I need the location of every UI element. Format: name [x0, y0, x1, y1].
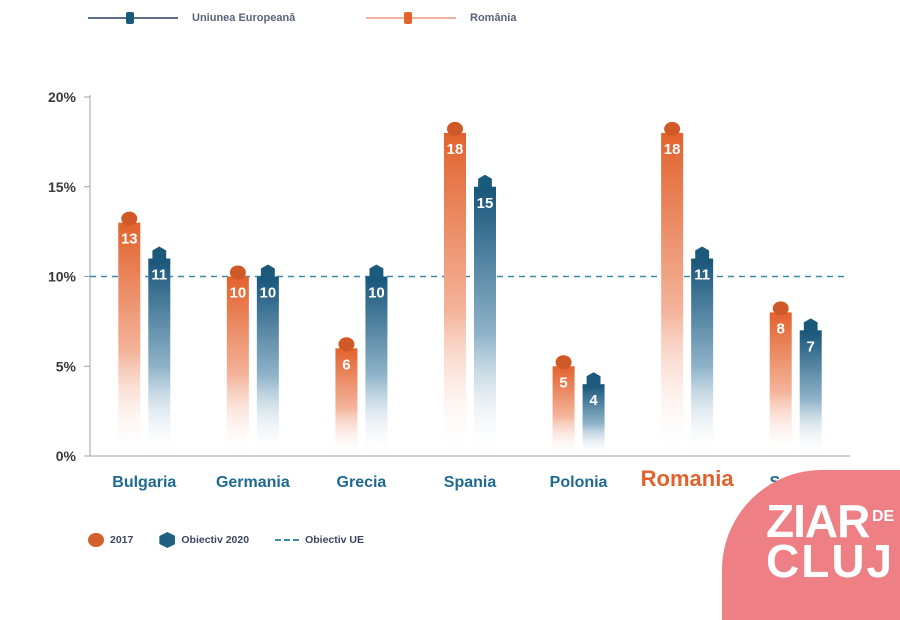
marker-2017-bulgaria — [121, 211, 138, 226]
marker-2017-germania — [229, 265, 246, 280]
bar-target-2020-grecia — [365, 276, 388, 456]
value-label-target-2020: 11 — [151, 267, 167, 284]
value-label-target-2020: 7 — [807, 338, 815, 355]
bar-2017-grecia — [335, 348, 358, 456]
dashed-line-icon — [275, 539, 300, 541]
legend-eu-label: Uniunea Europeană — [192, 12, 296, 24]
marker-target-2020-polonia — [586, 372, 601, 389]
value-label-2017: 18 — [664, 141, 681, 158]
bar-2017-suedia — [769, 312, 792, 456]
y-tick-label: 10% — [48, 269, 77, 285]
y-tick-label: 15% — [48, 179, 77, 195]
bar-chart: 0% 5% 10% 15% 20% 13 11 Bulgaria 10 10 Germania 6 1… — [48, 89, 850, 491]
category-label-polonia: Polonia — [550, 474, 608, 491]
y-tick-label: 0% — [56, 448, 77, 464]
marker-2017-suedia — [772, 301, 789, 316]
legend-eu: Uniunea Europeană — [88, 6, 295, 30]
legend-ro: România — [366, 6, 516, 30]
category-label-grecia: Grecia — [337, 474, 387, 491]
legend-ro-line — [366, 12, 456, 24]
bar-target-2020-spania — [474, 186, 496, 456]
value-label-target-2020: 4 — [589, 392, 598, 409]
bar-2017-germania — [226, 276, 249, 456]
marker-target-2020-germania — [260, 264, 275, 281]
legend-target-2020-label: Obiectiv 2020 — [181, 534, 250, 546]
legend-2017: 2017 — [88, 533, 133, 547]
value-label-target-2020: 15 — [477, 195, 494, 212]
bar-target-2020-germania — [256, 276, 279, 456]
top-legend: Uniunea Europeană România — [0, 6, 900, 30]
marker-target-2020-suedia — [803, 318, 818, 335]
value-label-target-2020: 10 — [260, 285, 277, 302]
value-label-target-2020: 11 — [694, 267, 710, 284]
legend-ro-label: România — [470, 12, 517, 24]
y-tick-label: 5% — [56, 358, 77, 374]
bar-target-2020-suedia — [799, 330, 822, 456]
hexagon-icon — [159, 532, 176, 548]
marker-2017-spania — [447, 121, 463, 136]
bar-target-2020-romania — [691, 258, 714, 456]
y-tick-label: 20% — [48, 89, 77, 105]
legend-eu-marker-icon — [126, 12, 134, 24]
marker-target-2020-spania — [478, 174, 492, 191]
bar-2017-spania — [444, 132, 466, 456]
logo-word-cluj: CLUJ — [766, 535, 895, 587]
marker-2017-polonia — [555, 355, 572, 370]
category-label-spania: Spania — [444, 474, 497, 491]
logo-word-ziar: ZIAR — [766, 495, 870, 547]
legend-eu-line — [88, 12, 178, 24]
marker-target-2020-grecia — [369, 264, 384, 281]
legend-2017-label: 2017 — [110, 534, 134, 546]
legend-target-2020: Obiectiv 2020 — [159, 532, 249, 548]
value-label-2017: 10 — [230, 285, 247, 302]
bar-target-2020-polonia — [582, 384, 605, 456]
legend-eu-target-label: Obiectiv UE — [305, 534, 365, 546]
value-label-2017: 8 — [777, 320, 785, 337]
value-label-2017: 6 — [342, 356, 350, 373]
marker-target-2020-bulgaria — [152, 246, 167, 263]
bottom-legend: 2017 Obiectiv 2020 Obiectiv UE — [88, 528, 390, 552]
bar-target-2020-bulgaria — [148, 258, 171, 456]
category-label-romania: Romania — [641, 466, 735, 491]
legend-eu-target: Obiectiv UE — [275, 534, 364, 546]
bar-2017-bulgaria — [118, 222, 141, 456]
marker-2017-grecia — [338, 337, 355, 352]
bar-2017-romania — [661, 132, 684, 456]
value-label-2017: 5 — [559, 374, 567, 391]
marker-target-2020-romania — [695, 246, 710, 263]
logo-word-de: DE — [872, 508, 895, 525]
value-label-target-2020: 10 — [368, 285, 385, 302]
legend-ro-marker-icon — [404, 12, 412, 24]
category-label-germania: Germania — [216, 474, 290, 491]
value-label-2017: 13 — [121, 231, 138, 248]
value-label-2017: 18 — [447, 141, 464, 158]
bar-2017-polonia — [552, 366, 575, 456]
category-label-bulgaria: Bulgaria — [112, 474, 176, 491]
circle-icon — [88, 533, 104, 547]
marker-2017-romania — [664, 121, 681, 136]
